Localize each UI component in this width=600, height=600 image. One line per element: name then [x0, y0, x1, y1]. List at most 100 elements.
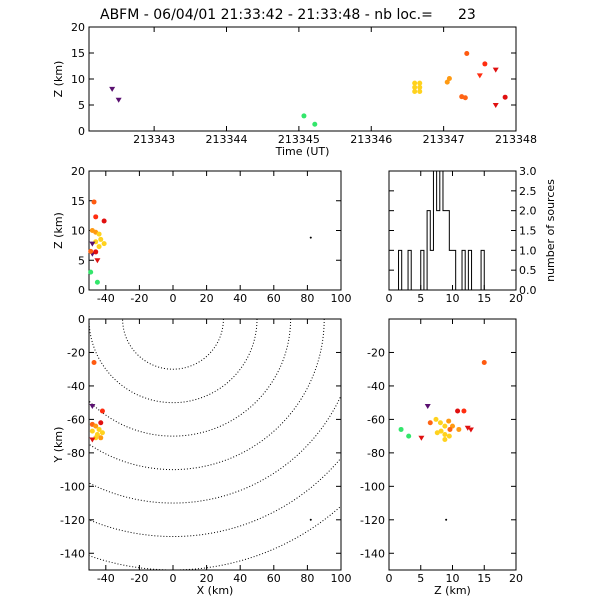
data-point	[444, 79, 450, 85]
x-tick-label: 20	[509, 292, 523, 305]
y-tick-label: 10	[71, 225, 85, 238]
y-tick-label: 0	[78, 313, 85, 326]
y-tick-label: 1.5	[519, 225, 537, 238]
data-point	[93, 423, 99, 429]
x-tick-label: 100	[331, 292, 352, 305]
y-tick-label: 20	[71, 21, 85, 34]
plot-frame	[388, 318, 517, 571]
x-tick-label: 5	[417, 572, 424, 585]
data-point	[309, 518, 312, 521]
x-tick-label: 100	[331, 572, 352, 585]
data-point	[94, 258, 101, 264]
y-tick-label: 2.5	[519, 185, 537, 198]
y-tick-label: 5	[78, 99, 85, 112]
data-point	[98, 435, 104, 441]
data-point	[412, 80, 418, 86]
data-point	[98, 420, 104, 426]
data-point	[446, 418, 452, 424]
x-tick-label: 213348	[495, 133, 537, 146]
x-tick-label: 20	[200, 292, 214, 305]
y-axis-label: Z (km)	[52, 61, 65, 98]
y-tick-label: -140	[60, 547, 85, 560]
range-ring	[89, 319, 258, 404]
data-point	[492, 103, 499, 108]
altitude-y-panel: 0 5 10 15 20 -140 -120 -100 -80 -60 -40 -20 Z (km)	[360, 318, 523, 597]
data-point	[442, 431, 448, 437]
data-point	[433, 416, 439, 422]
y-tick-label: -100	[360, 480, 385, 493]
plan-view-panel: -40 -20 0 20 40 60 80 100 -140 -120 -100 -80 -60 -40 -…	[52, 313, 352, 597]
y-tick-label: -80	[67, 447, 85, 460]
x-tick-label: 60	[267, 572, 281, 585]
y-tick-label: 0	[78, 284, 85, 297]
x-tick-label: 0	[386, 572, 393, 585]
data-point	[464, 425, 471, 431]
data-point	[312, 121, 318, 127]
y-tick-label: -120	[360, 514, 385, 527]
x-tick-label: -40	[97, 572, 115, 585]
x-tick-label: 15	[477, 292, 491, 305]
data-point	[398, 426, 404, 432]
data-point	[99, 430, 105, 436]
data-point	[482, 61, 488, 67]
y-tick-label: 15	[71, 47, 85, 60]
data-point	[96, 426, 102, 432]
data-point	[446, 433, 452, 439]
x-tick-label: 10	[446, 572, 460, 585]
data-point	[89, 241, 96, 247]
y-tick-label: -40	[67, 380, 85, 393]
x-tick-label: 40	[233, 572, 247, 585]
data-point	[93, 435, 99, 441]
data-point	[406, 433, 412, 439]
y-tick-label: -140	[360, 547, 385, 560]
data-point	[93, 249, 99, 255]
data-point	[91, 199, 97, 205]
data-point	[89, 404, 96, 410]
data-point	[94, 279, 100, 285]
x-tick-label: 80	[300, 292, 314, 305]
histogram-bar	[443, 211, 446, 290]
y-tick-label: 0.5	[519, 264, 537, 277]
data-point	[462, 95, 468, 101]
data-point	[442, 436, 448, 442]
data-point	[502, 94, 508, 100]
data-point	[93, 214, 99, 220]
histogram-outline	[389, 170, 516, 291]
x-tick-label: 213347	[423, 133, 465, 146]
x-axis-label: Time (UT)	[275, 145, 330, 158]
y-tick-label: 15	[71, 195, 85, 208]
y-tick-label: -60	[367, 413, 385, 426]
x-tick-label: 5	[417, 292, 424, 305]
figure-title: ABFM - 06/04/01 21:33:42 - 21:33:48 - nb…	[100, 7, 433, 23]
data-point	[445, 518, 448, 521]
y-tick-label: -120	[60, 514, 85, 527]
data-point	[456, 426, 462, 432]
range-rings	[89, 319, 341, 570]
data-point	[442, 423, 448, 429]
altitude-histogram-panel: 0 5 10 15 200.0 0.5 1.0 1.5 2.0 2.5 3.0 number of s…	[386, 165, 558, 305]
y-tick-label: -80	[367, 447, 385, 460]
data-point	[109, 86, 116, 92]
data-point	[446, 75, 452, 81]
y-tick-label: 0	[78, 125, 85, 138]
data-point	[447, 426, 453, 432]
x-tick-label: 20	[509, 572, 523, 585]
time-altitude-panel: 213343 213344 213345 213346 213347 213348 0 5 10…	[52, 21, 537, 158]
y-tick-label: 1.0	[519, 244, 537, 257]
y-tick-label: -40	[367, 380, 385, 393]
data-point	[89, 428, 95, 434]
data-point	[418, 435, 425, 441]
data-point	[438, 428, 444, 434]
data-point	[412, 88, 418, 94]
data-point	[88, 248, 94, 254]
x-tick-label: 80	[300, 572, 314, 585]
data-point	[424, 404, 431, 410]
data-point	[461, 408, 467, 414]
data-point	[417, 84, 423, 90]
histogram-bar	[437, 211, 440, 290]
range-ring	[122, 319, 224, 370]
x-tick-label: 10	[446, 292, 460, 305]
y-axis-label: Z (km)	[52, 212, 65, 249]
x-axis-label: Z (km)	[434, 584, 471, 597]
y-tick-label: 10	[71, 73, 85, 86]
